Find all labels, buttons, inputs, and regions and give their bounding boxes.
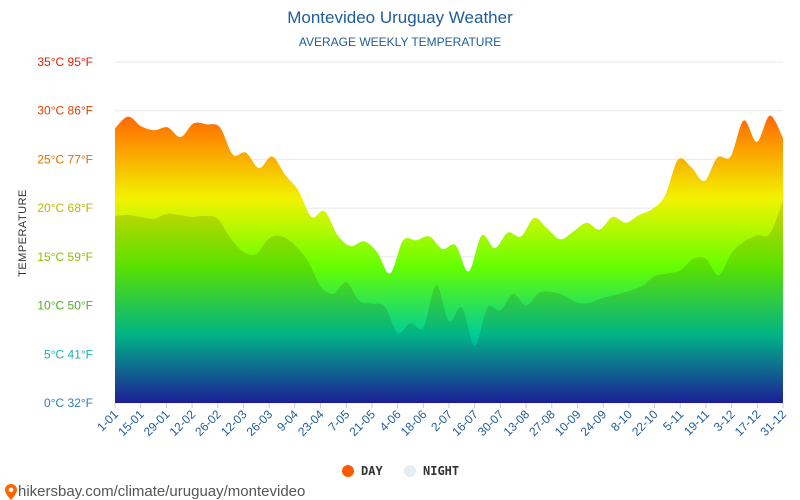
x-tick-label: 26-03 bbox=[244, 407, 276, 439]
x-tick-label: 24-09 bbox=[578, 407, 610, 439]
y-axis-title: TEMPERATURE bbox=[17, 189, 29, 277]
x-tick-label: 21-05 bbox=[346, 407, 378, 439]
legend-night-label: NIGHT bbox=[423, 464, 459, 478]
legend-night-marker bbox=[404, 465, 416, 477]
location-pin-icon bbox=[5, 484, 17, 500]
x-tick-label: 22-10 bbox=[629, 407, 661, 439]
x-tick-label: 19-11 bbox=[681, 407, 712, 438]
x-tick-label: 16-07 bbox=[449, 407, 481, 439]
x-tick-label: 17-12 bbox=[732, 407, 764, 439]
legend-day-marker bbox=[342, 465, 354, 477]
x-axis-ticks: 1-0115-0129-0112-0226-0212-0326-039-0423… bbox=[94, 403, 789, 439]
source-link[interactable]: hikersbay.com/climate/uruguay/montevideo bbox=[18, 483, 305, 500]
x-tick-label: 18-06 bbox=[398, 407, 430, 439]
series-area-night bbox=[115, 200, 783, 403]
y-tick-label: 10°C 50°F bbox=[37, 299, 93, 313]
x-tick-label: 23-04 bbox=[295, 407, 327, 439]
y-tick-label: 20°C 68°F bbox=[37, 201, 93, 215]
y-tick-label: 5°C 41°F bbox=[44, 347, 93, 361]
y-axis-ticks: 0°C 32°F 5°C 41°F 10°C 50°F 15°C 59°F 20°C 6… bbox=[37, 55, 93, 410]
legend-item-day[interactable]: DAY bbox=[342, 464, 383, 478]
x-tick-label: 15-01 bbox=[115, 407, 147, 439]
y-tick-label: 0°C 32°F bbox=[44, 396, 93, 410]
x-tick-label: 26-02 bbox=[192, 407, 224, 439]
y-tick-label: 35°C 95°F bbox=[37, 55, 93, 69]
x-tick-label: 29-01 bbox=[141, 407, 173, 439]
x-tick-label: 10-09 bbox=[552, 407, 584, 439]
source-credit[interactable]: hikersbay.com/climate/uruguay/montevideo bbox=[5, 483, 305, 500]
chart-title: Montevideo Uruguay Weather bbox=[287, 8, 513, 27]
x-tick-label: 12-02 bbox=[167, 407, 199, 439]
legend-day-label: DAY bbox=[361, 464, 383, 478]
x-tick-label: 12-03 bbox=[218, 407, 250, 439]
y-tick-label: 25°C 77°F bbox=[37, 152, 93, 166]
y-tick-label: 30°C 86°F bbox=[37, 104, 93, 118]
chart-subtitle: AVERAGE WEEKLY TEMPERATURE bbox=[299, 35, 501, 49]
legend: DAY NIGHT bbox=[342, 464, 459, 478]
x-tick-label: 27-08 bbox=[526, 407, 558, 439]
plot-area bbox=[115, 115, 783, 404]
x-tick-label: 31-12 bbox=[758, 407, 790, 439]
legend-item-night[interactable]: NIGHT bbox=[404, 464, 459, 478]
x-tick-label: 13-08 bbox=[501, 407, 533, 439]
y-tick-label: 15°C 59°F bbox=[37, 250, 93, 264]
x-tick-label: 30-07 bbox=[475, 407, 507, 439]
